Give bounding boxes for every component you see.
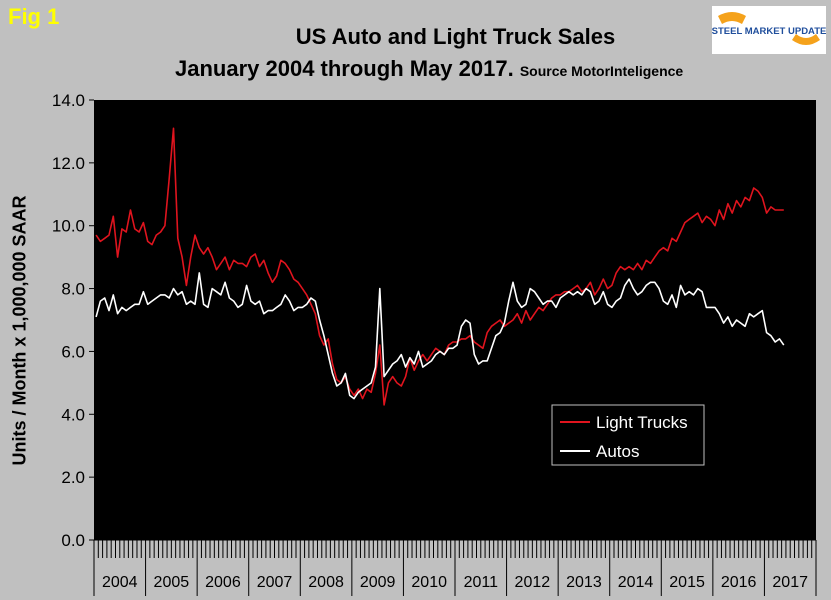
legend: Light Trucks Autos	[551, 404, 705, 466]
chart-source: Source MotorInteligence	[519, 63, 684, 79]
series-group	[95, 127, 785, 406]
plot-area	[94, 100, 816, 540]
x-tick-label: 2014	[618, 574, 654, 591]
legend-label-light-trucks: Light Trucks	[596, 413, 688, 432]
legend-box	[551, 404, 705, 466]
x-tick-label: 2007	[257, 574, 293, 591]
y-axis-ticks: 0.0 2.0 4.0 6.0 8.0 10.0 12.0 14.0	[52, 91, 94, 550]
x-tick-label: 2009	[360, 574, 396, 591]
y-tick-label: 10.0	[52, 217, 85, 236]
x-axis-ticks: 2004 2005 2006 2007 2008 2009 2010 2011 2012 2013…	[93, 539, 817, 596]
y-tick-label: 4.0	[61, 405, 85, 424]
x-tick-label: 2004	[102, 574, 138, 591]
x-tick-label: 2015	[669, 574, 705, 591]
chart-subtitle: January 2004 through May 2017. Source Mo…	[175, 56, 683, 82]
y-tick-label: 14.0	[52, 91, 85, 110]
legend-label-autos: Autos	[596, 442, 639, 461]
series-line-autos	[95, 272, 785, 400]
x-tick-label: 2005	[154, 574, 190, 591]
x-tick-label: 2012	[515, 574, 551, 591]
y-tick-label: 0.0	[61, 531, 85, 550]
figure-label: Fig 1	[8, 4, 60, 29]
y-tick-label: 8.0	[61, 280, 85, 299]
x-tick-label: 2006	[205, 574, 241, 591]
y-tick-label: 2.0	[61, 468, 85, 487]
y-tick-label: 6.0	[61, 342, 85, 361]
x-tick-label: 2017	[772, 574, 808, 591]
steel-market-update-logo: STEEL MARKET UPDATE	[712, 6, 826, 54]
chart-subtitle-text: January 2004 through May 2017.	[175, 56, 514, 81]
x-tick-label: 2016	[721, 574, 757, 591]
x-tick-label: 2010	[411, 574, 447, 591]
x-tick-label: 2011	[464, 574, 499, 591]
x-tick-label: 2008	[308, 574, 344, 591]
logo-text: STEEL MARKET UPDATE	[712, 26, 826, 37]
y-tick-label: 12.0	[52, 154, 85, 173]
x-tick-label: 2013	[566, 574, 602, 591]
chart-title: US Auto and Light Truck Sales	[295, 24, 616, 49]
